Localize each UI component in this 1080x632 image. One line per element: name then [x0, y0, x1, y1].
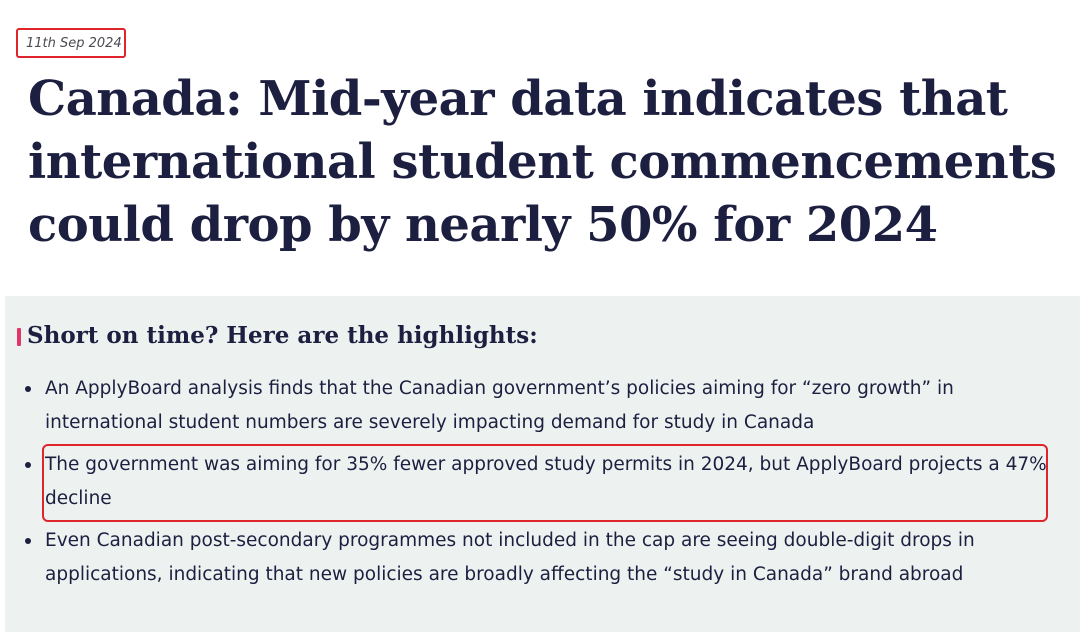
date-annotation-box: 11th Sep 2024	[16, 28, 126, 58]
bullet-dot	[25, 462, 31, 468]
highlights-list: An ApplyBoard analysis finds that the Ca…	[5, 372, 1080, 600]
highlight-item-text: Even Canadian post-secondary programmes …	[45, 530, 975, 585]
highlight-item: The government was aiming for 35% fewer …	[5, 448, 1080, 516]
bullet-dot	[25, 538, 31, 544]
highlight-item-text: The government was aiming for 35% fewer …	[45, 454, 1047, 509]
highlight-item-text: An ApplyBoard analysis finds that the Ca…	[45, 378, 954, 433]
article-title: Canada: Mid-year data indicates that int…	[28, 71, 1057, 253]
highlight-item: Even Canadian post-secondary programmes …	[5, 524, 1080, 592]
highlights-accent-bar	[17, 328, 21, 346]
highlight-item: An ApplyBoard analysis finds that the Ca…	[5, 372, 1080, 440]
article-date: 11th Sep 2024	[26, 35, 122, 51]
highlights-panel: Short on time? Here are the highlights: …	[5, 296, 1080, 632]
bullet-dot	[25, 386, 31, 392]
highlights-heading: Short on time? Here are the highlights:	[27, 322, 538, 349]
